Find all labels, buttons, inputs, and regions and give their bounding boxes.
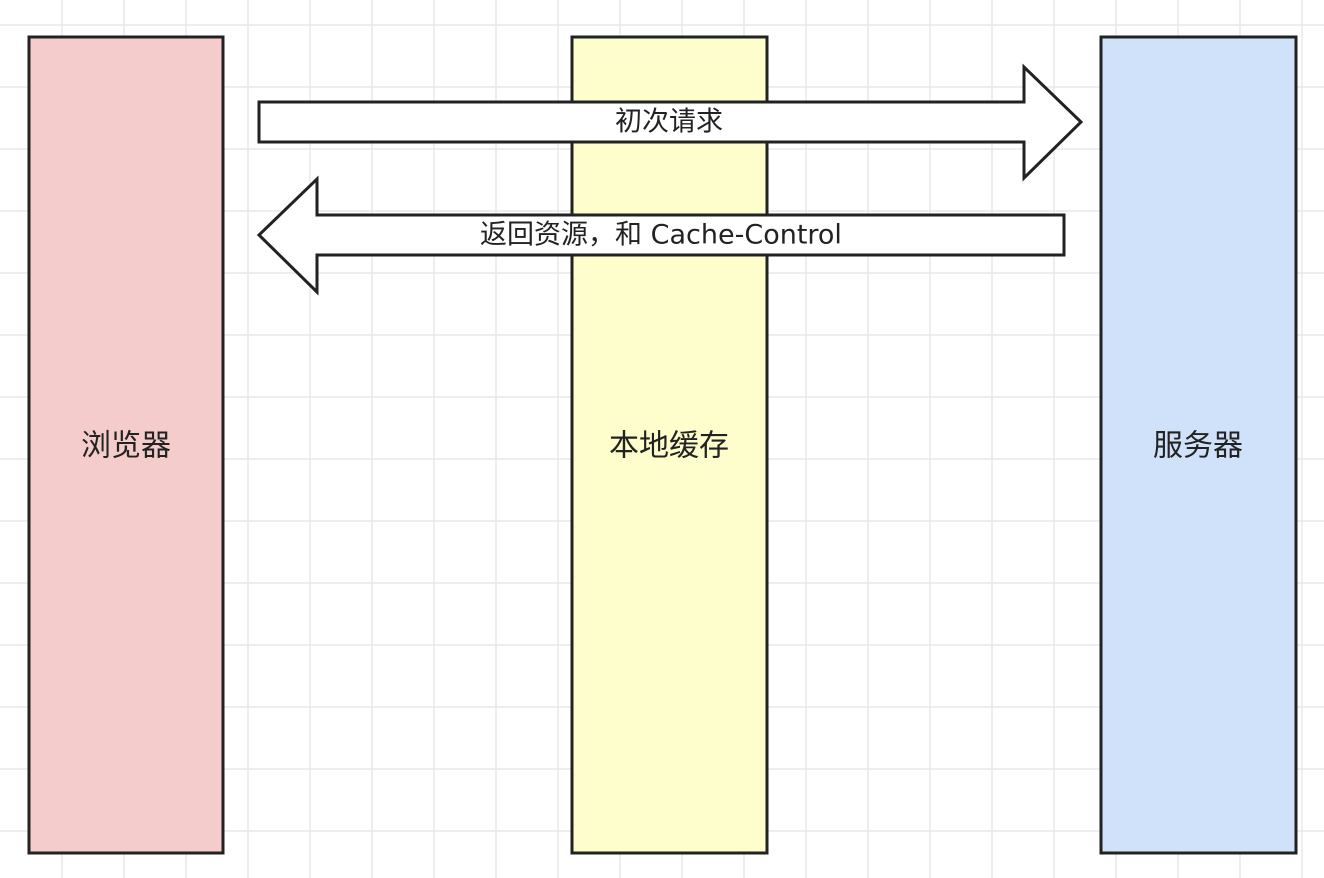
browser-node[interactable]: 浏览器 bbox=[27, 35, 225, 855]
browser-label: 浏览器 bbox=[81, 429, 171, 464]
server-box bbox=[1099, 35, 1298, 855]
server-node[interactable]: 服务器 bbox=[1099, 35, 1298, 855]
request-arrow[interactable]: 初次请求 bbox=[257, 63, 1084, 182]
response-arrow[interactable]: 返回资源，和 Cache-Control bbox=[256, 175, 1066, 296]
response-arrow-shape bbox=[256, 175, 1066, 296]
server-label: 服务器 bbox=[1153, 429, 1243, 464]
response-arrow-label: 返回资源，和 Cache-Control bbox=[480, 220, 842, 251]
browser-box bbox=[27, 35, 225, 855]
local-cache-node[interactable]: 本地缓存 bbox=[570, 35, 769, 855]
local-cache-box bbox=[570, 35, 769, 855]
local-cache-label: 本地缓存 bbox=[609, 429, 729, 464]
request-arrow-shape bbox=[257, 63, 1084, 182]
request-arrow-label: 初次请求 bbox=[615, 107, 723, 138]
